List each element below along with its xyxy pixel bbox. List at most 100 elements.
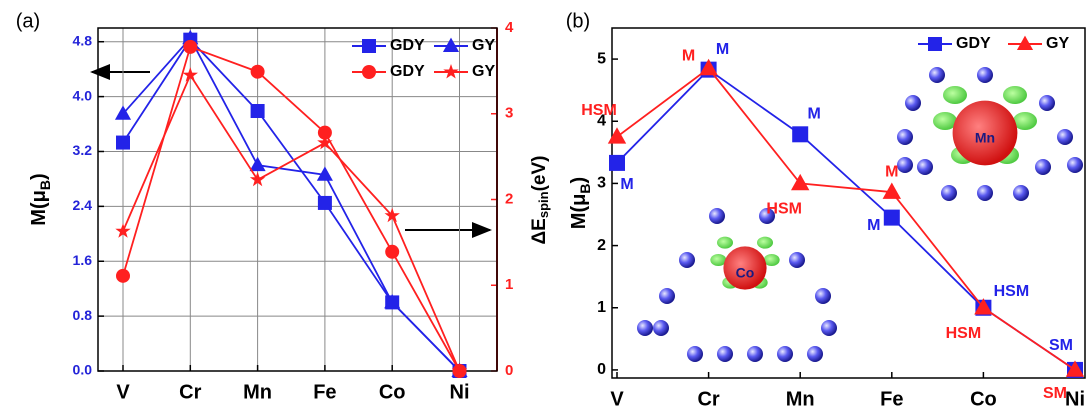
y-tick-label: 0.0	[73, 362, 93, 378]
point-label: M	[716, 41, 729, 58]
atom	[917, 159, 933, 175]
x-tick-label: Co	[379, 381, 406, 403]
atom	[637, 320, 653, 336]
plot-frame	[97, 27, 498, 372]
atom	[679, 252, 695, 268]
data-point	[250, 104, 265, 119]
atom	[929, 67, 945, 83]
inset: Mn Co	[637, 67, 1083, 362]
plot-frame	[611, 27, 1086, 379]
atom	[1035, 159, 1051, 175]
data-point	[699, 58, 718, 76]
y2-tick-label: 4	[505, 19, 514, 36]
orbital	[943, 86, 967, 104]
series-line	[122, 36, 461, 372]
y-axis-label: M(μB)	[568, 177, 592, 229]
data-point	[317, 134, 333, 150]
legend-marker	[442, 37, 460, 52]
x-tick-label: Ni	[1065, 388, 1085, 410]
data-point	[114, 105, 132, 120]
y-tick-label: 2.4	[73, 197, 93, 213]
legend-marker	[1016, 35, 1034, 50]
atom	[897, 157, 913, 173]
atom	[653, 320, 669, 336]
y-tick-label: 3	[597, 175, 606, 192]
atom	[1013, 185, 1029, 201]
data-point	[384, 294, 401, 309]
point-label: HSM	[766, 201, 802, 218]
x-tick-label: Cr	[179, 381, 201, 403]
legend-label: GDY	[956, 35, 991, 52]
atom	[815, 288, 831, 304]
y-axis-label: M(μB)	[28, 173, 52, 225]
series-line	[122, 38, 461, 372]
data-point	[883, 209, 900, 226]
series-line	[122, 45, 461, 372]
data-point	[974, 298, 993, 315]
point-label: HSM	[994, 283, 1030, 300]
x-tick-label: Co	[970, 388, 997, 410]
orbital	[710, 254, 727, 266]
atom	[977, 67, 993, 83]
data-point	[250, 64, 265, 79]
y2-tick-label: 0	[505, 362, 513, 379]
y-tick-label: 3.2	[73, 142, 93, 158]
data-point	[317, 125, 332, 140]
atom	[941, 185, 957, 201]
y-tick-label: 0.8	[73, 307, 93, 323]
y-axis-label-part: )	[568, 177, 590, 184]
data-point	[182, 67, 198, 82]
data-point	[116, 268, 130, 283]
y2-tick-label: 1	[505, 276, 513, 293]
y-tick-label: 4.0	[73, 87, 93, 103]
y2-axis-label-part: (eV)	[529, 156, 550, 192]
data-point	[791, 173, 810, 191]
atom	[1067, 157, 1083, 173]
atom	[709, 208, 725, 224]
atom	[717, 346, 733, 362]
y-tick-label: 4.8	[73, 32, 93, 48]
x-tick-label: Cr	[697, 388, 719, 410]
x-tick-label: Fe	[313, 381, 336, 403]
atom	[759, 208, 775, 224]
atom	[905, 95, 921, 111]
y-tick-label: 1	[597, 299, 606, 316]
y-axis-label-part: )	[28, 173, 50, 180]
data-point	[316, 166, 333, 181]
inset-label: Co	[736, 265, 755, 281]
orbital	[717, 236, 733, 249]
metal-density	[723, 246, 767, 290]
point-label: SM	[1043, 385, 1067, 402]
legend-marker	[443, 64, 459, 79]
data-point	[1065, 360, 1085, 377]
data-point	[116, 135, 130, 150]
legend-label: GDY	[390, 63, 425, 80]
legend-label: GY	[472, 37, 495, 54]
data-point	[792, 126, 809, 143]
data-point	[384, 207, 400, 223]
point-label: M	[808, 106, 821, 123]
point-label: M	[620, 176, 633, 193]
legend-label: GDY	[390, 37, 425, 54]
x-tick-label: Mn	[243, 381, 272, 403]
y2-axis-label-part: ΔE	[529, 218, 550, 244]
x-tick-label: V	[116, 381, 130, 403]
y-tick-label: 5	[597, 50, 606, 67]
data-point	[609, 154, 625, 171]
atom	[897, 129, 913, 145]
point-label: HSM	[581, 102, 617, 119]
data-point	[451, 362, 468, 378]
data-point	[385, 244, 400, 259]
y-tick-label: 4	[597, 112, 606, 129]
y2-axis-label-part: spin	[536, 191, 551, 218]
orbital	[1013, 112, 1037, 130]
point-label: M	[885, 163, 898, 180]
atom	[687, 346, 703, 362]
inset-label: Mn	[975, 130, 995, 146]
x-tick-label: Ni	[450, 381, 470, 403]
y-axis-label-part: M(μ	[568, 194, 590, 230]
y2-tick-label: 3	[505, 105, 513, 122]
legend-marker	[362, 65, 376, 79]
data-point	[249, 156, 266, 172]
data-point	[115, 223, 131, 238]
